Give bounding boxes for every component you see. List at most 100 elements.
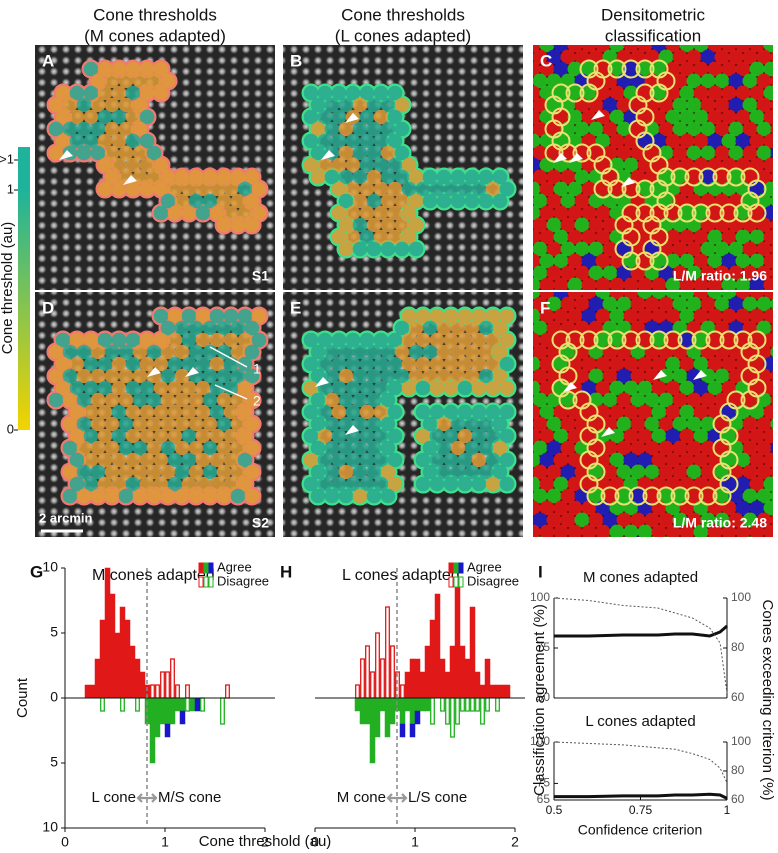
threshold-cone: [317, 157, 333, 173]
cone: [533, 217, 548, 233]
threshold-cone: [345, 181, 361, 197]
threshold-cone: [244, 440, 260, 456]
cone: [763, 205, 773, 221]
cone: [770, 394, 773, 406]
threshold-cone: [118, 145, 134, 161]
threshold-cone: [317, 85, 333, 101]
cone: [533, 229, 541, 245]
cone: [533, 344, 548, 360]
threshold-cone: [352, 121, 368, 137]
cone: [658, 416, 674, 432]
threshold-cone: [62, 368, 78, 384]
cone: [770, 346, 773, 358]
threshold-cone: [111, 181, 127, 197]
cone: [630, 512, 646, 528]
threshold-cone: [499, 404, 515, 420]
cone: [707, 205, 723, 221]
threshold-cone: [324, 464, 340, 480]
cone: [533, 73, 548, 89]
cone: [756, 512, 772, 528]
threshold-cone: [331, 85, 347, 101]
histogram-bar: [124, 619, 131, 699]
cone: [588, 296, 604, 312]
threshold-cone: [436, 464, 452, 480]
threshold-cone: [422, 193, 438, 209]
threshold-cone: [209, 181, 225, 197]
cone: [693, 61, 709, 77]
cone: [567, 476, 583, 492]
cone: [742, 488, 758, 504]
cone: [686, 241, 702, 257]
cone: [539, 181, 555, 197]
threshold-cone: [471, 332, 487, 348]
region-outline: [572, 143, 592, 163]
threshold-cone: [366, 241, 382, 257]
threshold-cone: [310, 464, 326, 480]
cone: [749, 428, 765, 444]
threshold-cone: [401, 380, 417, 396]
threshold-cone: [125, 380, 141, 396]
threshold-cone: [167, 356, 183, 372]
threshold-cone: [492, 416, 508, 432]
threshold-cone: [352, 368, 368, 384]
threshold-cone: [310, 416, 326, 432]
threshold-cone: [202, 193, 218, 209]
threshold-cone: [373, 157, 389, 173]
threshold-cone: [83, 109, 99, 125]
cone: [546, 416, 562, 432]
cone: [756, 241, 772, 257]
histogram-bar: [189, 697, 196, 712]
threshold-cone: [366, 440, 382, 456]
cone: [588, 121, 604, 137]
cone: [707, 109, 723, 125]
cone: [770, 99, 773, 111]
threshold-cone: [331, 109, 347, 125]
cone: [533, 121, 548, 137]
threshold-cone: [69, 404, 85, 420]
cone: [560, 416, 576, 432]
threshold-cone: [132, 73, 148, 89]
threshold-cone: [48, 97, 64, 113]
cone: [763, 277, 773, 290]
threshold-cone: [111, 452, 127, 468]
threshold-cone: [174, 464, 190, 480]
threshold-cone: [401, 157, 417, 173]
cone: [742, 241, 758, 257]
threshold-cone: [338, 97, 354, 113]
cone: [539, 404, 555, 420]
histogram-bar: [414, 710, 421, 725]
threshold-cone: [111, 109, 127, 125]
cone: [595, 308, 611, 324]
column-title: Densitometric: [601, 5, 705, 24]
cone: [537, 536, 543, 537]
threshold-cone: [324, 368, 340, 384]
threshold-cone: [331, 404, 347, 420]
threshold-cone: [331, 181, 347, 197]
arrowhead: [563, 382, 577, 392]
cone: [714, 296, 730, 312]
cone: [539, 308, 555, 324]
threshold-cone: [202, 440, 218, 456]
threshold-cone: [436, 193, 452, 209]
threshold-cone: [478, 440, 494, 456]
cone: [763, 229, 773, 245]
threshold-cone: [443, 308, 459, 324]
threshold-cone: [97, 332, 113, 348]
threshold-cone: [310, 169, 326, 185]
cone: [533, 109, 541, 125]
threshold-cone: [90, 97, 106, 113]
cone: [735, 524, 751, 537]
region-outline: [635, 330, 655, 350]
threshold-cone: [209, 452, 225, 468]
threshold-cone: [443, 332, 459, 348]
cone: [700, 121, 716, 137]
threshold-cone: [55, 109, 71, 125]
cone: [756, 97, 772, 113]
histogram-bar: [464, 658, 471, 699]
cone: [602, 488, 618, 504]
threshold-cone: [216, 368, 232, 384]
histogram-bar: [430, 697, 435, 725]
cone: [553, 277, 569, 290]
threshold-cone: [251, 332, 267, 348]
histogram-bar: [449, 645, 456, 699]
